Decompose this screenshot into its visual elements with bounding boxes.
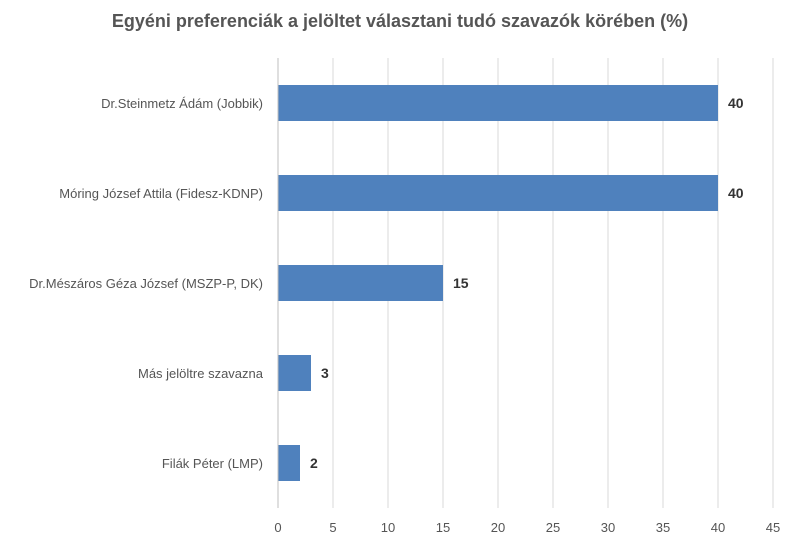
x-tick-label: 40 [711, 520, 725, 535]
x-tick-label: 5 [329, 520, 336, 535]
data-label: 15 [453, 275, 469, 291]
x-tick-label: 30 [601, 520, 615, 535]
x-tick-label: 10 [381, 520, 395, 535]
bar [278, 445, 300, 481]
bar [278, 265, 443, 301]
bars [278, 85, 718, 481]
x-tick-label: 0 [274, 520, 281, 535]
category-label: Móring József Attila (Fidesz-KDNP) [59, 186, 263, 201]
chart-title: Egyéni preferenciák a jelöltet választan… [111, 11, 689, 31]
x-axis-ticks: 0 5 10 15 20 25 30 35 40 45 [274, 520, 780, 535]
x-tick-label: 45 [766, 520, 780, 535]
category-label: Filák Péter (LMP) [162, 456, 263, 471]
category-label: Dr.Steinmetz Ádám (Jobbik) [101, 96, 263, 111]
x-tick-label: 25 [546, 520, 560, 535]
category-labels: Dr.Steinmetz Ádám (Jobbik) Móring József … [29, 96, 264, 471]
data-label: 40 [728, 185, 744, 201]
category-label: Más jelöltre szavazna [138, 366, 264, 381]
data-label: 3 [321, 365, 329, 381]
data-label: 2 [310, 455, 318, 471]
x-tick-label: 15 [436, 520, 450, 535]
bar [278, 175, 718, 211]
data-label: 40 [728, 95, 744, 111]
category-label: Dr.Mészáros Géza József (MSZP-P, DK) [29, 276, 263, 291]
x-tick-label: 35 [656, 520, 670, 535]
bar [278, 85, 718, 121]
bar [278, 355, 311, 391]
data-labels: 40 40 15 3 2 [310, 95, 744, 471]
x-tick-label: 20 [491, 520, 505, 535]
